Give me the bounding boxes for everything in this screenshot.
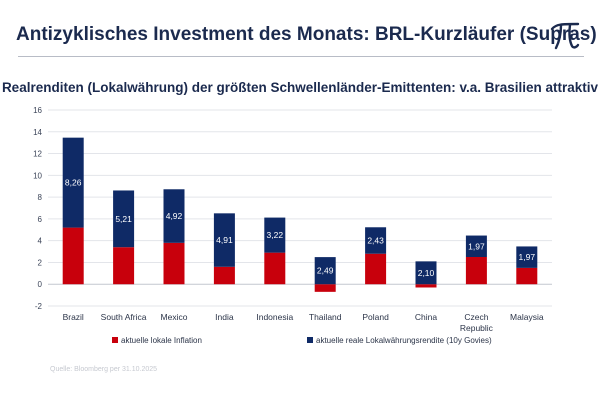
chart-title: Realrenditen (Lokalwährung) der größten … bbox=[1, 80, 599, 95]
x-tick-label: China bbox=[415, 312, 437, 322]
y-tick-label: 6 bbox=[38, 215, 43, 224]
bar-inflation-6 bbox=[365, 253, 387, 285]
bar-inflation-5 bbox=[314, 284, 336, 292]
data-label: 4,91 bbox=[216, 235, 233, 245]
x-tick-label: Poland bbox=[362, 312, 389, 322]
bar-inflation-1 bbox=[113, 247, 135, 285]
bar-inflation-7 bbox=[415, 284, 437, 288]
data-label: 2,49 bbox=[317, 266, 334, 276]
y-tick-label: 4 bbox=[38, 237, 43, 246]
bar-real-yield-4 bbox=[264, 217, 286, 253]
x-tick-label: Indonesia bbox=[256, 312, 293, 322]
source-note: Quelle: Bloomberg per 31.10.2025 bbox=[50, 366, 158, 373]
legend-label-real-yield: aktuelle reale Lokalwährungsrendite (10y… bbox=[316, 336, 492, 345]
bar-inflation-4 bbox=[264, 252, 286, 285]
bar-real-yield-8 bbox=[465, 235, 487, 257]
y-tick-label: 12 bbox=[33, 150, 42, 159]
data-label: 2,43 bbox=[367, 236, 384, 246]
legend-swatch-real-yield bbox=[307, 337, 313, 343]
x-tick-label: Brazil bbox=[63, 312, 84, 322]
data-label: 4,92 bbox=[166, 211, 183, 221]
bar-inflation-0 bbox=[62, 227, 84, 285]
x-tick-label: South Africa bbox=[101, 312, 147, 322]
bar-real-yield-3 bbox=[213, 213, 235, 267]
y-tick-label: 8 bbox=[38, 193, 43, 202]
data-label: 1,97 bbox=[468, 241, 485, 251]
page-title: Antizyklisches Investment des Monats: BR… bbox=[16, 24, 597, 45]
bar-inflation-8 bbox=[465, 257, 487, 285]
bar-inflation-9 bbox=[516, 267, 538, 285]
y-tick-label: 10 bbox=[33, 171, 42, 180]
bar-real-yield-9 bbox=[516, 246, 538, 268]
bar-real-yield-5 bbox=[314, 257, 336, 285]
x-tick-label: Czech bbox=[464, 312, 488, 322]
y-tick-label: -2 bbox=[35, 302, 43, 311]
legend-label-inflation: aktuelle lokale Inflation bbox=[121, 336, 202, 345]
y-tick-label: 14 bbox=[33, 128, 42, 137]
pi-logo-icon bbox=[550, 22, 580, 50]
data-label: 3,22 bbox=[267, 230, 284, 240]
bar-inflation-2 bbox=[163, 242, 185, 285]
bar-real-yield-6 bbox=[365, 227, 387, 254]
bar-real-yield-0 bbox=[62, 137, 84, 228]
y-tick-label: 2 bbox=[38, 258, 43, 267]
bar-real-yield-2 bbox=[163, 189, 185, 243]
x-tick-label: Malaysia bbox=[510, 312, 544, 322]
data-label: 8,26 bbox=[65, 178, 82, 188]
x-tick-label: Thailand bbox=[309, 312, 342, 322]
data-label: 1,97 bbox=[519, 252, 536, 262]
legend-swatch-inflation bbox=[112, 337, 118, 343]
bar-real-yield-1 bbox=[113, 190, 135, 248]
y-tick-label: 16 bbox=[33, 106, 42, 115]
bar-real-yield-7 bbox=[415, 261, 437, 285]
bar-inflation-3 bbox=[213, 266, 235, 285]
data-label: 5,21 bbox=[115, 214, 132, 224]
x-tick-label: India bbox=[215, 312, 234, 322]
x-tick-label: Mexico bbox=[161, 312, 188, 322]
y-tick-label: 0 bbox=[38, 280, 43, 289]
x-tick-label: Republic bbox=[460, 323, 494, 333]
data-label: 2,10 bbox=[418, 268, 435, 278]
header-divider bbox=[18, 56, 584, 57]
